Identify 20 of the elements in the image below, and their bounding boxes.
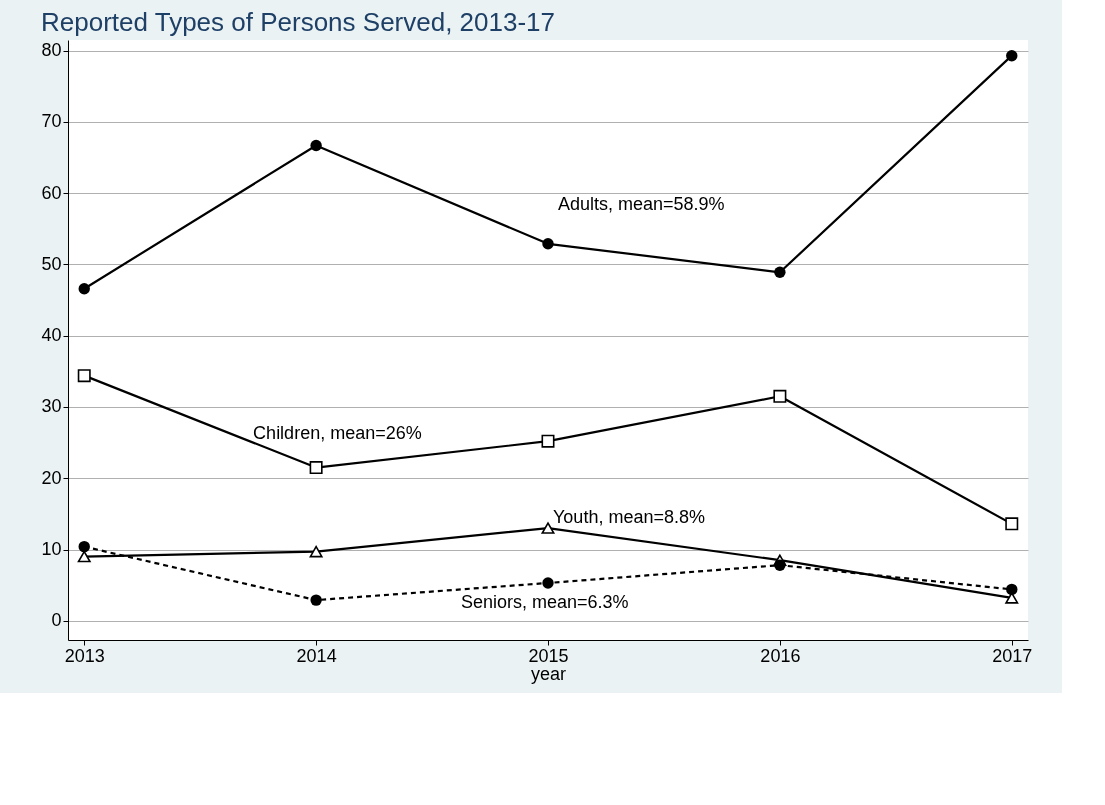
- chart-title: Reported Types of Persons Served, 2013-17: [40, 7, 556, 37]
- x-axis-title: year: [530, 663, 567, 684]
- series-label: Seniors, mean=6.3%: [461, 591, 629, 612]
- y-tick-label: 60: [41, 182, 62, 203]
- series-label: Youth, mean=8.8%: [553, 507, 705, 528]
- series-label: Children, mean=26%: [253, 422, 422, 443]
- x-tick-label: 2014: [296, 645, 337, 666]
- y-tick-label: 20: [41, 467, 62, 488]
- y-tick-label: 30: [41, 396, 62, 417]
- y-tick-label: 80: [41, 40, 62, 61]
- x-tick-label: 2015: [528, 645, 569, 666]
- x-tick-label: 2016: [760, 645, 801, 666]
- y-tick-label: 50: [41, 253, 62, 274]
- y-tick-label: 10: [41, 539, 62, 559]
- x-tick-label: 2017: [992, 645, 1033, 666]
- series-label: Adults, mean=58.9%: [558, 193, 725, 214]
- y-tick-label: 40: [41, 325, 62, 346]
- y-tick-label: 0: [51, 610, 62, 631]
- y-tick-label: 70: [41, 111, 62, 132]
- x-tick-label: 2013: [64, 645, 105, 666]
